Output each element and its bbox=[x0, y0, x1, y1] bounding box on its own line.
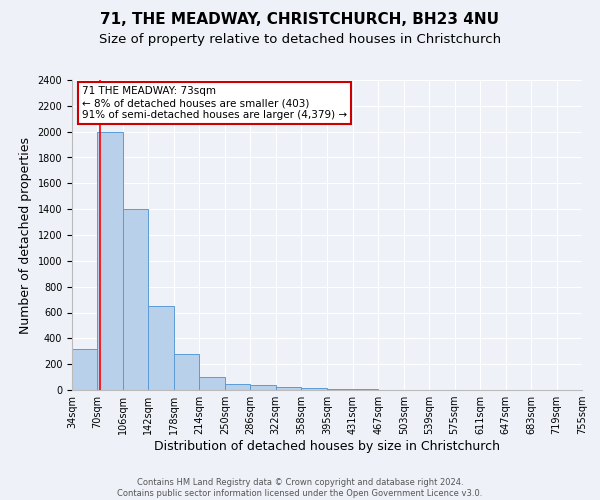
Bar bbox=[148, 306, 174, 390]
Text: Contains HM Land Registry data © Crown copyright and database right 2024.
Contai: Contains HM Land Registry data © Crown c… bbox=[118, 478, 482, 498]
Text: Size of property relative to detached houses in Christchurch: Size of property relative to detached ho… bbox=[99, 32, 501, 46]
Bar bbox=[199, 377, 225, 390]
Bar bbox=[250, 386, 276, 390]
Bar bbox=[123, 209, 148, 390]
Bar bbox=[97, 132, 123, 390]
Bar bbox=[174, 354, 199, 390]
X-axis label: Distribution of detached houses by size in Christchurch: Distribution of detached houses by size … bbox=[154, 440, 500, 453]
Y-axis label: Number of detached properties: Number of detached properties bbox=[19, 136, 32, 334]
Bar bbox=[301, 388, 328, 390]
Bar bbox=[328, 389, 353, 390]
Text: 71, THE MEADWAY, CHRISTCHURCH, BH23 4NU: 71, THE MEADWAY, CHRISTCHURCH, BH23 4NU bbox=[101, 12, 499, 28]
Bar bbox=[276, 387, 301, 390]
Bar bbox=[225, 384, 250, 390]
Bar bbox=[72, 348, 97, 390]
Text: 71 THE MEADWAY: 73sqm
← 8% of detached houses are smaller (403)
91% of semi-deta: 71 THE MEADWAY: 73sqm ← 8% of detached h… bbox=[82, 86, 347, 120]
